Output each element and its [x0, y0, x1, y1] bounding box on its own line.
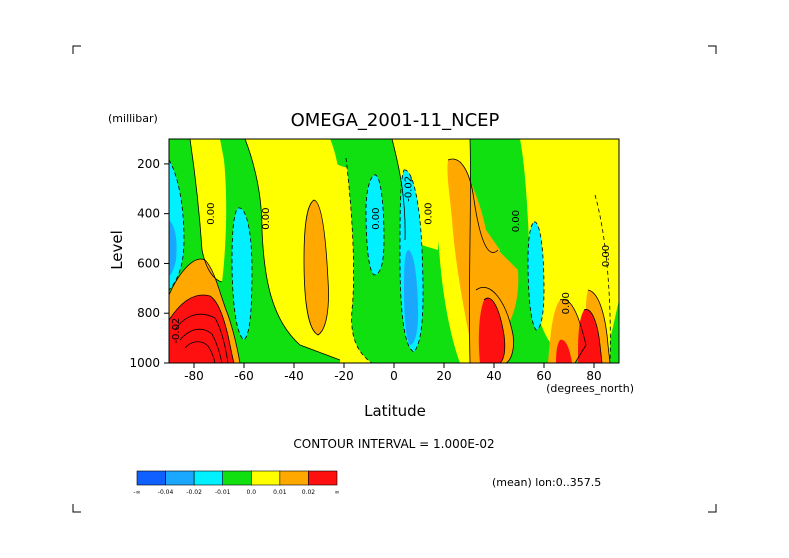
contour-region-orange-nh20: [447, 159, 519, 340]
x-axis-title: Latitude: [364, 402, 426, 420]
colorbar-swatch: [193, 470, 224, 486]
y-tick-label: 400: [137, 207, 160, 221]
colorbar-swatch: [279, 470, 309, 486]
contour-label: 0.00: [206, 203, 217, 225]
contour-label: -0.02: [404, 176, 415, 202]
contour-region-red-nh85: [578, 309, 602, 363]
colorbar-label: 0.01: [273, 489, 287, 496]
y-tick-label: 1000: [129, 356, 160, 370]
x-tick-label: 20: [436, 369, 451, 383]
colorbar-swatch: [308, 470, 338, 486]
colorbar-swatch: [222, 470, 252, 486]
contour-region-cyan-nh50: [528, 221, 544, 330]
x-tick-label: 80: [586, 369, 601, 383]
contour-label: 0.00: [424, 203, 435, 225]
x-tick-label: 0: [390, 369, 398, 383]
contour-region-cyan-nearequator: [366, 174, 384, 275]
y-axis-title: Level: [108, 230, 126, 270]
y-tick-label: 600: [137, 256, 160, 270]
colorbar-swatch: [165, 470, 195, 486]
corner-marks: [72, 45, 717, 513]
colorbar: -∞ -0.04 -0.02 -0.01 0.0 0.01 0.02 ∞: [133, 470, 340, 496]
x-tick-label: 60: [536, 369, 551, 383]
contour-lines: [169, 139, 611, 363]
plot-area: 0.00 0.00 0.00 -0.02 0.00 0.00 0.00 0.00 -0.02 -…: [129, 138, 620, 383]
contour-region-blue-equatorial: [404, 250, 418, 345]
contour-region-red-nh40: [478, 298, 505, 363]
contour-region-cyan-south60: [232, 207, 252, 340]
contour-region-orange-nh30: [460, 160, 500, 259]
x-tick-label: -20: [334, 369, 354, 383]
contour-label: -0.02: [171, 318, 182, 344]
contour-region-blue-antarctic: [169, 220, 177, 276]
contour-label: 0.00: [601, 245, 612, 267]
y-unit-label: (millibar): [108, 112, 158, 125]
contour-region-yellow-nhmid: [434, 139, 470, 350]
colorbar-label: 0.02: [302, 489, 316, 496]
contour-label-group: 0.00 0.00 0.00 -0.02 0.00 0.00 0.00 0.00 -0.02: [171, 176, 612, 344]
colorbar-swatch: [250, 470, 281, 486]
contour-label: 0.00: [371, 208, 382, 230]
colorbar-label: ∞: [335, 489, 340, 496]
colorbar-swatch: [136, 470, 166, 486]
contour-label: 0.00: [261, 208, 272, 230]
colorbar-label: -∞: [133, 489, 140, 496]
contour-label: 0.00: [561, 292, 572, 314]
chart-title: OMEGA_2001-11_NCEP: [291, 110, 500, 131]
colorbar-label: -0.02: [186, 489, 202, 496]
y-tick-label: 800: [137, 306, 160, 320]
colorbar-label: 0.0: [247, 489, 257, 496]
x-unit-label: (degrees_north): [546, 382, 634, 395]
x-axis-ticks: -80 -60 -40 -20 0 20 40 60 80: [184, 363, 602, 383]
x-tick-label: 40: [486, 369, 501, 383]
colorbar-label: -0.01: [215, 489, 231, 496]
y-axis-ticks: 200 400 600 800 1000: [129, 157, 169, 370]
contour-region-yellow-nhpolar: [572, 139, 619, 340]
contour-region-red-nh70: [556, 339, 572, 363]
contour-region-orange-south-40: [304, 200, 329, 335]
contour-region-yellow-west: [190, 139, 227, 282]
contour-interval-note: CONTOUR INTERVAL = 1.000E-02: [293, 437, 494, 451]
x-tick-label: -40: [284, 369, 304, 383]
mean-longitude-note: (mean) lon:0..357.5: [492, 476, 601, 489]
contour-label: 0.00: [511, 210, 522, 232]
x-tick-label: -60: [234, 369, 254, 383]
x-tick-label: -80: [184, 369, 204, 383]
contour-fills: 0.00 0.00 0.00 -0.02 0.00 0.00 0.00 0.00 -0.02: [169, 139, 619, 363]
y-tick-label: 200: [137, 157, 160, 171]
colorbar-label: -0.04: [158, 489, 174, 496]
